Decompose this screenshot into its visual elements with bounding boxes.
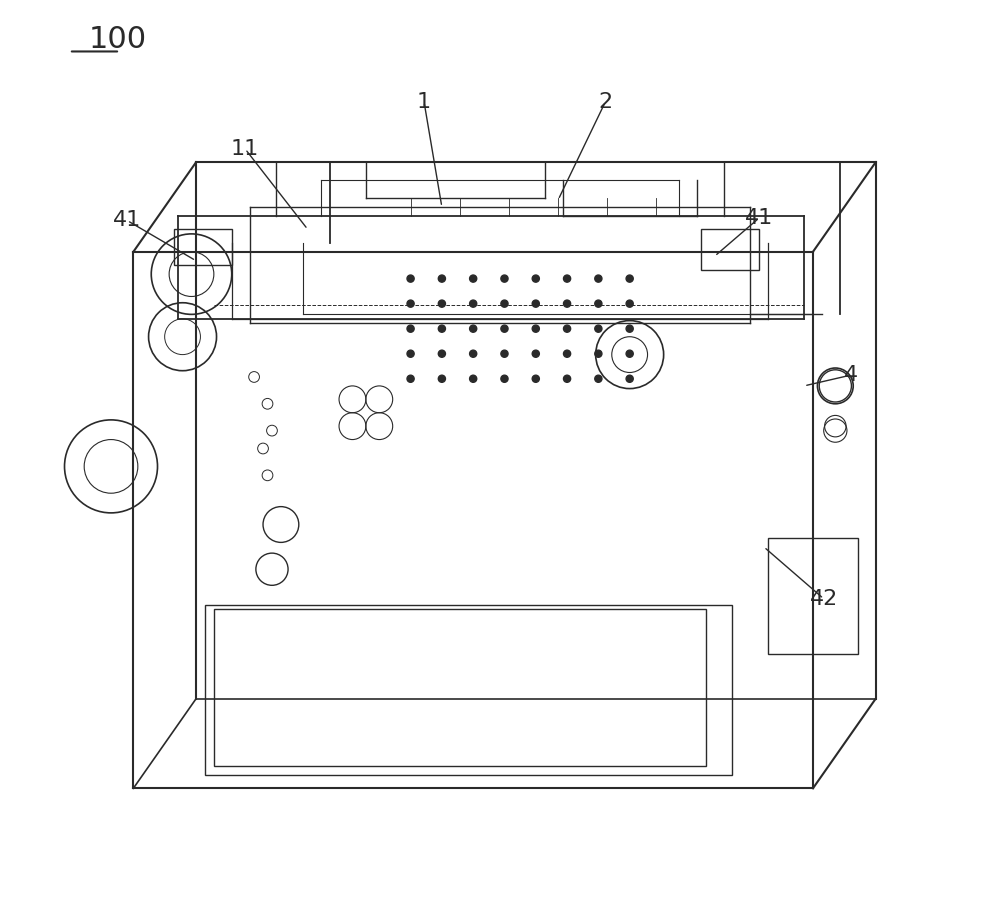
Circle shape xyxy=(563,350,571,357)
Circle shape xyxy=(532,300,539,307)
Circle shape xyxy=(563,325,571,332)
Circle shape xyxy=(501,375,508,382)
Text: 1: 1 xyxy=(417,91,431,111)
Text: 42: 42 xyxy=(810,588,838,609)
Circle shape xyxy=(470,375,477,382)
Circle shape xyxy=(407,275,414,283)
Circle shape xyxy=(595,300,602,307)
Text: 4: 4 xyxy=(843,365,858,385)
Circle shape xyxy=(532,350,539,357)
Circle shape xyxy=(470,325,477,332)
Circle shape xyxy=(626,300,633,307)
Circle shape xyxy=(626,325,633,332)
Circle shape xyxy=(470,275,477,283)
Circle shape xyxy=(501,300,508,307)
Circle shape xyxy=(595,375,602,382)
Circle shape xyxy=(563,275,571,283)
Circle shape xyxy=(438,375,445,382)
Circle shape xyxy=(501,325,508,332)
Circle shape xyxy=(626,375,633,382)
Text: 100: 100 xyxy=(89,25,147,55)
Circle shape xyxy=(407,375,414,382)
Text: 11: 11 xyxy=(231,139,259,159)
Circle shape xyxy=(626,275,633,283)
Circle shape xyxy=(438,350,445,357)
Circle shape xyxy=(438,300,445,307)
Circle shape xyxy=(532,375,539,382)
Circle shape xyxy=(501,275,508,283)
Circle shape xyxy=(501,350,508,357)
Circle shape xyxy=(563,375,571,382)
Circle shape xyxy=(595,325,602,332)
Circle shape xyxy=(438,275,445,283)
Circle shape xyxy=(626,350,633,357)
Text: 2: 2 xyxy=(598,91,613,111)
Circle shape xyxy=(407,325,414,332)
Circle shape xyxy=(470,350,477,357)
Circle shape xyxy=(532,325,539,332)
Circle shape xyxy=(563,300,571,307)
Text: 41: 41 xyxy=(745,208,773,228)
Circle shape xyxy=(470,300,477,307)
Circle shape xyxy=(532,275,539,283)
Circle shape xyxy=(595,350,602,357)
Circle shape xyxy=(595,275,602,283)
Circle shape xyxy=(407,350,414,357)
Text: 41: 41 xyxy=(113,211,141,231)
Circle shape xyxy=(438,325,445,332)
Circle shape xyxy=(407,300,414,307)
